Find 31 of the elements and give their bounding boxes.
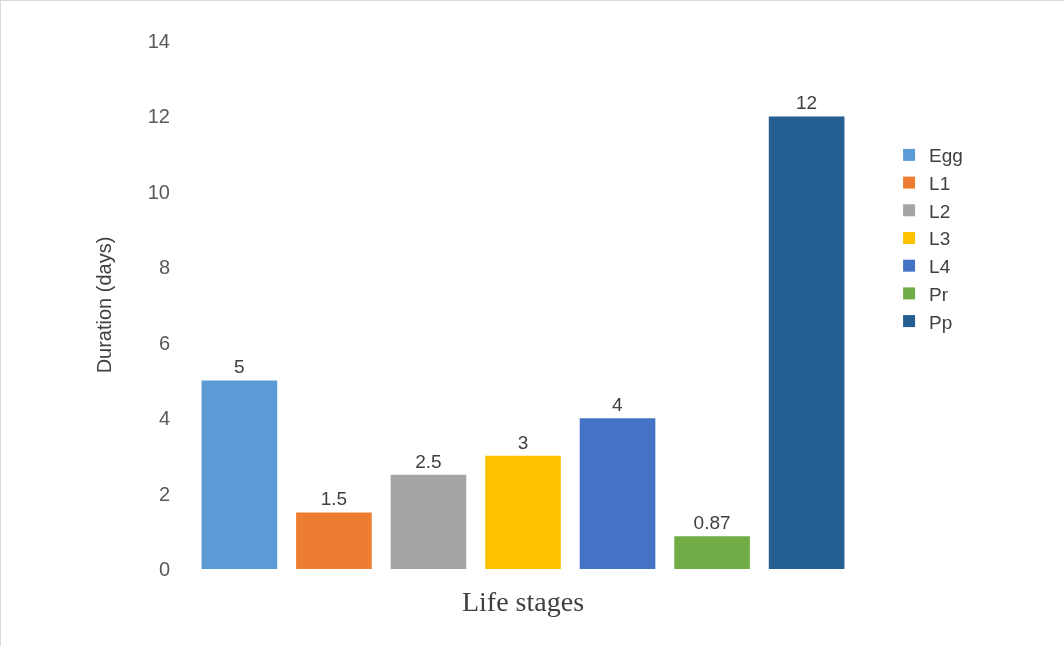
bar [768,116,845,569]
legend-label: Egg [929,145,963,167]
y-tick-label: 2 [158,482,170,505]
legend-label: L2 [929,200,951,222]
x-axis-title: Life stages [461,586,585,618]
data-label: 3 [517,431,529,453]
y-tick-label: 12 [147,105,170,128]
y-tick-label: 6 [158,331,170,354]
y-axis-title: Duration (days) [93,236,116,374]
bar [674,536,750,569]
data-label: 5 [234,356,245,378]
data-label: 2.5 [415,450,442,472]
bar [296,512,372,569]
bar [201,380,278,569]
legend-label: L3 [929,228,951,250]
legend-label: L4 [929,256,951,278]
y-tick-label: 14 [147,30,170,52]
bar [390,474,467,569]
y-tick-label: 10 [147,180,170,203]
legend-label: Pp [929,311,953,333]
y-tick-label: 8 [158,256,170,279]
bar [579,418,656,569]
data-label: 0.87 [693,512,731,534]
legend-label: Pr [929,283,949,305]
data-label: 12 [796,92,818,114]
y-tick-label: 0 [158,558,170,580]
data-label: 1.5 [320,488,348,510]
bar [485,455,561,569]
y-tick-label: 4 [158,407,170,430]
data-label: 4 [612,394,624,416]
legend-label: L1 [929,173,951,194]
